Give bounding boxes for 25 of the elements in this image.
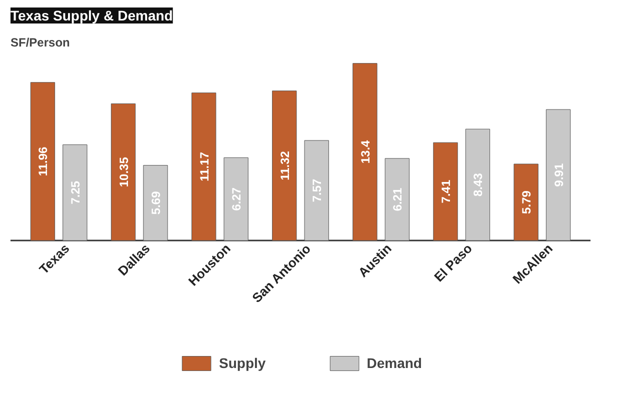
bar [465, 128, 490, 241]
data-label: 11.32 [278, 150, 292, 180]
data-label: 5.79 [520, 190, 534, 214]
bar [30, 82, 56, 241]
y-axis-title: SF/Person [10, 36, 70, 50]
bar [352, 63, 378, 241]
bar [272, 90, 297, 241]
bar [433, 142, 458, 241]
bar [514, 164, 538, 241]
bar [192, 92, 216, 241]
legend-label: Demand [366, 355, 422, 371]
data-label: 10.35 [116, 156, 131, 188]
data-label: 11.96 [36, 146, 50, 176]
bar [224, 157, 248, 241]
bar [110, 103, 136, 241]
chart-title: Texas Supply & Demand [10, 8, 173, 24]
bar [304, 140, 329, 241]
data-label: 11.17 [197, 152, 212, 182]
data-label: 7.41 [439, 180, 453, 204]
bar [62, 144, 88, 241]
bar [384, 158, 410, 241]
data-label: 13.4 [358, 140, 372, 164]
bar [546, 109, 571, 241]
bar [143, 165, 168, 241]
legend-label: Supply [219, 355, 266, 371]
